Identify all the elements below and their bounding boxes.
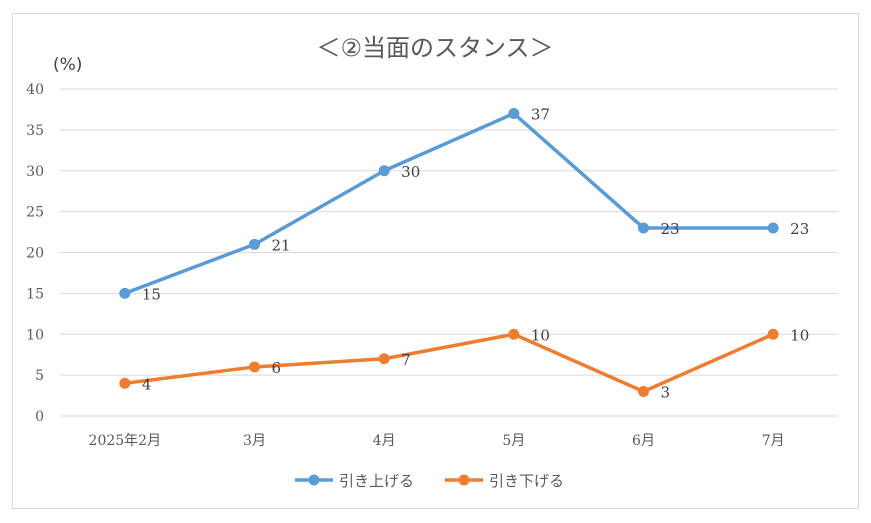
data-label: 7 (401, 351, 411, 369)
data-label: 30 (401, 163, 420, 181)
data-point (508, 108, 520, 120)
legend-label: 引き下げる (489, 472, 564, 490)
gridlines (60, 88, 838, 417)
data-label: 6 (272, 359, 282, 377)
legend: 引き上げる 引き下げる (295, 472, 564, 490)
data-point (119, 287, 131, 299)
x-tick-label: 3月 (243, 433, 266, 449)
y-tick-label: 5 (35, 368, 44, 384)
y-tick-label: 30 (26, 164, 44, 180)
series-line (123, 111, 775, 296)
y-tick-label: 35 (26, 123, 44, 139)
data-point (249, 238, 260, 250)
legend-item: 引き下げる (445, 472, 564, 490)
series-lines (119, 108, 779, 397)
x-tick-label: 5月 (502, 433, 525, 449)
chart-frame (12, 13, 859, 509)
data-point (508, 328, 520, 340)
y-axis-ticks: 0 5 10 15 20 25 30 35 40 (26, 82, 44, 425)
data-labels: 15 21 30 37 23 23 4 6 7 10 3 10 (142, 106, 809, 402)
series-line (123, 332, 775, 394)
data-point (378, 165, 390, 177)
data-point (638, 222, 649, 234)
data-label: 21 (272, 236, 291, 254)
x-tick-label: 2025年2月 (89, 433, 162, 449)
y-tick-label: 10 (26, 327, 44, 343)
x-tick-label: 4月 (373, 433, 396, 449)
y-axis-unit-label: (%) (53, 55, 82, 75)
series-2 (119, 328, 779, 397)
chart-title: ＜②当面のスタンス＞ (316, 34, 553, 62)
y-tick-label: 20 (26, 246, 44, 262)
x-axis-ticks: 2025年2月 3月 4月 5月 6月 7月 (89, 433, 785, 449)
series-1 (119, 108, 779, 299)
data-point (767, 222, 779, 234)
data-label: 23 (661, 220, 680, 238)
data-label: 37 (531, 106, 550, 124)
data-point (378, 353, 390, 365)
data-label: 10 (531, 326, 550, 344)
data-label: 3 (661, 383, 671, 401)
data-label: 4 (142, 375, 152, 393)
data-label: 23 (790, 220, 809, 238)
y-tick-label: 25 (26, 205, 44, 221)
data-point (767, 328, 779, 340)
data-label: 10 (790, 326, 809, 344)
y-tick-label: 40 (26, 82, 44, 98)
x-tick-label: 6月 (632, 433, 655, 449)
y-tick-label: 15 (26, 286, 44, 302)
data-label: 15 (142, 285, 161, 303)
legend-label: 引き上げる (339, 472, 414, 490)
data-point (249, 361, 260, 373)
data-point (638, 385, 649, 397)
y-tick-label: 0 (35, 409, 44, 425)
legend-item: 引き上げる (295, 472, 414, 490)
legend-marker (308, 474, 320, 486)
legend-marker (458, 474, 470, 486)
data-point (119, 377, 131, 389)
x-tick-label: 7月 (762, 433, 785, 449)
